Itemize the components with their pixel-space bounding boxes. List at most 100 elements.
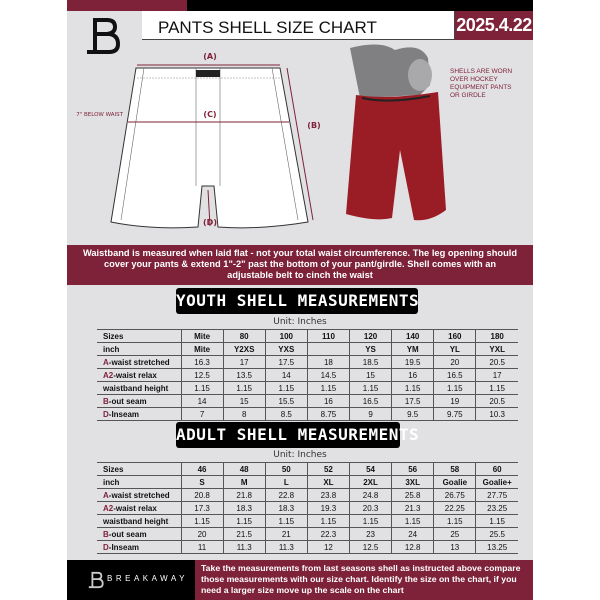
table-cell: 20.5 bbox=[475, 394, 518, 408]
footer-brand-name: BREAKAWAY bbox=[107, 574, 188, 583]
table-cell: 52 bbox=[307, 462, 351, 476]
table-cell: L bbox=[265, 475, 308, 489]
row-label: A2-waist relax bbox=[97, 368, 182, 382]
table-cell: 56 bbox=[391, 462, 435, 476]
table-cell: 20 bbox=[433, 355, 477, 369]
table-cell: 16.5 bbox=[433, 368, 477, 382]
table-cell: 20 bbox=[181, 527, 224, 541]
table-cell: 22.8 bbox=[265, 488, 308, 502]
measure-name: Sizes bbox=[103, 464, 124, 474]
breakaway-logo-icon bbox=[87, 18, 121, 54]
table-cell: YS bbox=[349, 342, 393, 356]
table-cell: 46 bbox=[181, 462, 224, 476]
table-cell: 18 bbox=[307, 355, 351, 369]
table-cell: Goalie+ bbox=[475, 475, 518, 489]
measure-name: inch bbox=[103, 344, 120, 354]
table-cell: 1.15 bbox=[433, 514, 477, 528]
table-cell: 21.8 bbox=[223, 488, 266, 502]
table-cell: 1.15 bbox=[475, 381, 518, 395]
table-cell: 120 bbox=[349, 329, 393, 343]
measure-code: B bbox=[103, 529, 109, 539]
table-cell: 15 bbox=[223, 394, 266, 408]
table-cell: 110 bbox=[307, 329, 351, 343]
measure-name: inch bbox=[103, 477, 120, 487]
table-cell: 23.8 bbox=[307, 488, 351, 502]
table-cell: YM bbox=[391, 342, 435, 356]
table-cell: 11 bbox=[181, 540, 224, 554]
table-cell: 80 bbox=[223, 329, 266, 343]
measure-code: A2 bbox=[103, 370, 114, 380]
measure-name: -Inseam bbox=[108, 409, 140, 419]
table-cell: 8.75 bbox=[307, 407, 351, 421]
label-a: (A) bbox=[203, 52, 217, 61]
measure-name: -Inseam bbox=[108, 542, 140, 552]
table-cell: Goalie bbox=[433, 475, 477, 489]
table-cell: 21 bbox=[265, 527, 308, 541]
table-row: waistband height 1.15 1.15 1.15 1.15 1.15 1.15… bbox=[97, 514, 518, 528]
table-cell: 21.3 bbox=[391, 501, 435, 515]
label-b: (B) bbox=[307, 121, 320, 130]
row-label: inch bbox=[97, 342, 182, 356]
top-bar-accent bbox=[67, 0, 187, 11]
table-cell: 1.15 bbox=[433, 381, 477, 395]
table-cell: 20.5 bbox=[475, 355, 518, 369]
table-cell: 1.15 bbox=[181, 514, 224, 528]
row-label: waistband height bbox=[97, 514, 182, 528]
adult-size-table: Sizes 46 48 50 52 54 56 58 60 inch S M L XL 2XL 3XL Goal… bbox=[97, 462, 518, 554]
table-cell: 12 bbox=[307, 540, 351, 554]
footer-instructions: Take the measurements from last seasons … bbox=[195, 560, 533, 600]
measure-code: D bbox=[103, 409, 109, 419]
row-label: B-out seam bbox=[97, 527, 182, 541]
table-cell: 27.75 bbox=[475, 488, 518, 502]
table-cell: 25 bbox=[433, 527, 477, 541]
table-cell: 1.15 bbox=[223, 381, 266, 395]
table-cell: 50 bbox=[265, 462, 308, 476]
table-row: A2-waist relax 17.3 18.3 18.3 19.3 20.3 21.3 22… bbox=[97, 501, 518, 515]
table-cell: 14.5 bbox=[307, 368, 351, 382]
youth-unit-label: Unit: Inches bbox=[273, 317, 327, 327]
table-cell: 1.15 bbox=[265, 381, 308, 395]
measure-code: D bbox=[103, 542, 109, 552]
youth-section-title: YOUTH SHELL MEASUREMENTS bbox=[176, 288, 419, 314]
table-cell: 17.3 bbox=[181, 501, 224, 515]
table-cell: 15 bbox=[349, 368, 393, 382]
table-cell: 17 bbox=[223, 355, 266, 369]
table-cell: 54 bbox=[349, 462, 393, 476]
table-cell: 2XL bbox=[349, 475, 393, 489]
table-row: D-Inseam 7 8 8.5 8.75 9 9.5 9.75 10.3 bbox=[97, 407, 518, 421]
table-cell: 26.75 bbox=[433, 488, 477, 502]
page-title: PANTS SHELL SIZE CHART bbox=[142, 11, 455, 40]
date-badge: 2025.4.22 bbox=[455, 11, 533, 40]
table-cell: 22.3 bbox=[307, 527, 351, 541]
adult-section-title: ADULT SHELL MEASUREMENTS bbox=[176, 422, 419, 448]
table-cell: Mite bbox=[181, 342, 224, 356]
table-cell: 18.3 bbox=[223, 501, 266, 515]
table-cell: 20.3 bbox=[349, 501, 393, 515]
row-label: A-waist stretched bbox=[97, 355, 182, 369]
row-label: D-Inseam bbox=[97, 540, 182, 554]
table-row: D-Inseam 11 11.3 11.3 12 12.5 12.8 13 13.25 bbox=[97, 540, 518, 554]
table-cell: YXL bbox=[475, 342, 518, 356]
table-cell: S bbox=[181, 475, 224, 489]
row-label: inch bbox=[97, 475, 182, 489]
table-cell: 9 bbox=[349, 407, 393, 421]
table-cell: 23.25 bbox=[475, 501, 518, 515]
table-cell: 8 bbox=[223, 407, 266, 421]
table-cell: Mite bbox=[181, 329, 224, 343]
table-row: A2-waist relax 12.5 13.5 14 14.5 15 16 16.5 17 bbox=[97, 368, 518, 382]
shorts-diagram: (A) (C) (B) (D) 7" BELOW WAIST bbox=[76, 44, 446, 229]
row-label: A-waist stretched bbox=[97, 488, 182, 502]
table-cell: YL bbox=[433, 342, 477, 356]
measure-code: B bbox=[103, 396, 109, 406]
table-cell: 16.5 bbox=[349, 394, 393, 408]
table-cell: 19.3 bbox=[307, 501, 351, 515]
top-bar bbox=[187, 0, 533, 11]
measure-name: Sizes bbox=[103, 331, 124, 341]
table-cell: 1.15 bbox=[307, 514, 351, 528]
table-cell: 18.5 bbox=[349, 355, 393, 369]
table-cell: 13.25 bbox=[475, 540, 518, 554]
footer-logo-icon bbox=[88, 571, 104, 589]
table-cell: 1.15 bbox=[475, 514, 518, 528]
measure-code: A2 bbox=[103, 503, 114, 513]
table-cell: 12.8 bbox=[391, 540, 435, 554]
